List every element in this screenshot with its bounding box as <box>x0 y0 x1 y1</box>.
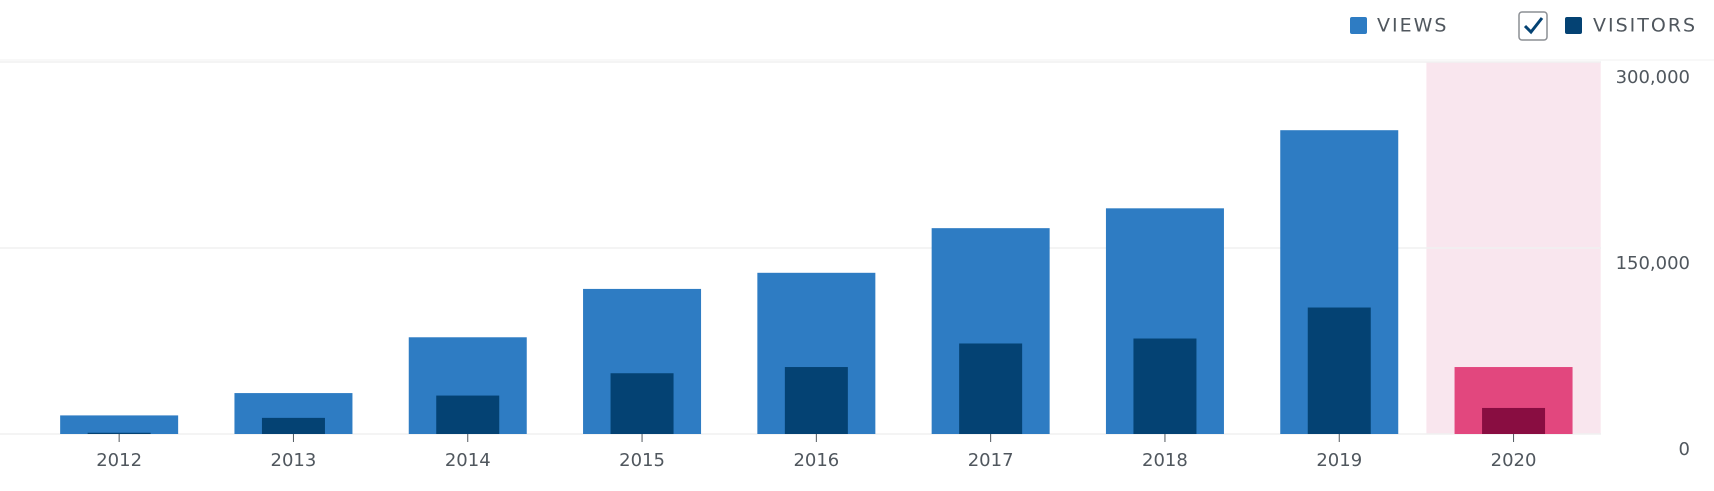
x-tick-label: 2012 <box>96 450 142 471</box>
bar <box>60 415 179 434</box>
legend-label: VIEWS <box>1377 15 1448 37</box>
x-tick-label: 2018 <box>1142 450 1188 471</box>
y-tick-label: 300,000 <box>1616 67 1690 88</box>
x-tick-label: 2015 <box>619 450 665 471</box>
y-tick-label: 150,000 <box>1616 253 1690 274</box>
bar <box>1307 307 1371 434</box>
x-tick-label: 2017 <box>968 450 1014 471</box>
legend-label: VISITORS <box>1593 15 1697 37</box>
bar <box>959 343 1023 434</box>
bar <box>436 395 500 434</box>
bar <box>1482 407 1546 434</box>
bar <box>784 367 848 434</box>
bar <box>261 417 325 434</box>
x-tick-label: 2016 <box>793 450 839 471</box>
legend-checkbox[interactable] <box>1518 11 1548 41</box>
y-tick-label: 0 <box>1679 439 1690 460</box>
bar <box>610 373 674 434</box>
checkbox-box[interactable] <box>1518 11 1548 41</box>
x-tick-label: 2013 <box>271 450 317 471</box>
x-tick-label: 2020 <box>1491 450 1537 471</box>
legend-swatch <box>1350 17 1367 34</box>
x-tick-label: 2014 <box>445 450 491 471</box>
bar <box>1133 338 1197 434</box>
x-tick-label: 2019 <box>1316 450 1362 471</box>
bar <box>87 432 151 434</box>
legend-swatch <box>1565 17 1582 34</box>
checkbox-check <box>1523 17 1544 35</box>
